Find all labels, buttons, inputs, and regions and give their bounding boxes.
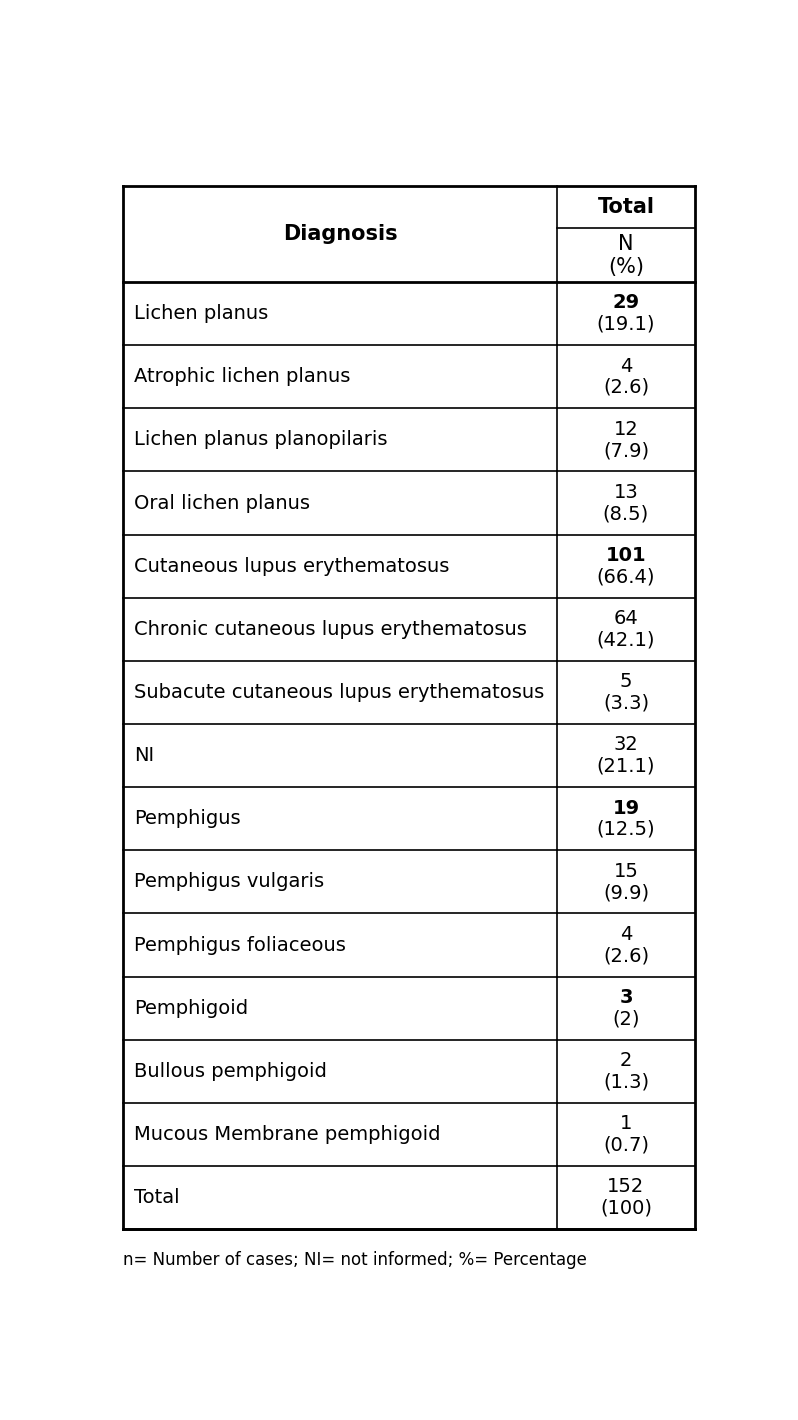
Text: (0.7): (0.7)	[603, 1136, 649, 1154]
Text: n= Number of cases; NI= not informed; %= Percentage: n= Number of cases; NI= not informed; %=…	[123, 1251, 587, 1268]
Text: (1.3): (1.3)	[603, 1072, 649, 1092]
Text: 101: 101	[606, 545, 646, 565]
Text: (21.1): (21.1)	[597, 757, 655, 775]
Text: Oral lichen planus: Oral lichen planus	[134, 494, 310, 513]
Text: Mucous Membrane pemphigoid: Mucous Membrane pemphigoid	[134, 1125, 440, 1145]
Text: 12: 12	[614, 420, 638, 439]
Text: Pemphigus: Pemphigus	[134, 809, 240, 828]
Text: Total: Total	[598, 197, 654, 217]
Text: Pemphigoid: Pemphigoid	[134, 998, 248, 1018]
Text: Atrophic lichen planus: Atrophic lichen planus	[134, 368, 350, 386]
Text: 2: 2	[620, 1051, 632, 1071]
Text: (100): (100)	[600, 1198, 652, 1218]
Text: 4: 4	[620, 924, 632, 944]
Text: (9.9): (9.9)	[603, 883, 649, 902]
Text: (66.4): (66.4)	[597, 568, 655, 586]
Text: 1: 1	[620, 1115, 632, 1133]
Text: 152: 152	[607, 1177, 645, 1196]
Text: 32: 32	[614, 736, 638, 754]
Text: Chronic cutaneous lupus erythematosus: Chronic cutaneous lupus erythematosus	[134, 619, 527, 639]
Text: Subacute cutaneous lupus erythematosus: Subacute cutaneous lupus erythematosus	[134, 683, 544, 701]
Text: 15: 15	[614, 862, 638, 880]
Text: (7.9): (7.9)	[603, 442, 649, 460]
Text: N
(%): N (%)	[608, 233, 644, 277]
Text: Diagnosis: Diagnosis	[282, 224, 397, 244]
Text: Total: Total	[134, 1189, 180, 1207]
Text: Lichen planus planopilaris: Lichen planus planopilaris	[134, 430, 387, 449]
Text: Pemphigus vulgaris: Pemphigus vulgaris	[134, 872, 324, 892]
Text: (19.1): (19.1)	[597, 315, 655, 334]
Text: (8.5): (8.5)	[602, 504, 649, 524]
Text: NI: NI	[134, 746, 154, 765]
Text: (3.3): (3.3)	[603, 694, 649, 713]
Text: 4: 4	[620, 356, 632, 375]
Text: (2): (2)	[612, 1010, 640, 1028]
Text: 19: 19	[612, 798, 639, 818]
Text: (2.6): (2.6)	[603, 946, 649, 966]
Text: Bullous pemphigoid: Bullous pemphigoid	[134, 1062, 326, 1081]
Text: 5: 5	[620, 672, 632, 692]
Text: (2.6): (2.6)	[603, 378, 649, 398]
Text: Lichen planus: Lichen planus	[134, 304, 268, 324]
Text: 64: 64	[614, 609, 638, 628]
Text: (12.5): (12.5)	[597, 819, 655, 839]
Text: 29: 29	[612, 294, 639, 312]
Text: 3: 3	[619, 988, 633, 1007]
Text: 13: 13	[614, 483, 638, 501]
Text: (42.1): (42.1)	[597, 630, 655, 649]
Text: Pemphigus foliaceous: Pemphigus foliaceous	[134, 936, 346, 954]
Text: Cutaneous lupus erythematosus: Cutaneous lupus erythematosus	[134, 557, 449, 575]
